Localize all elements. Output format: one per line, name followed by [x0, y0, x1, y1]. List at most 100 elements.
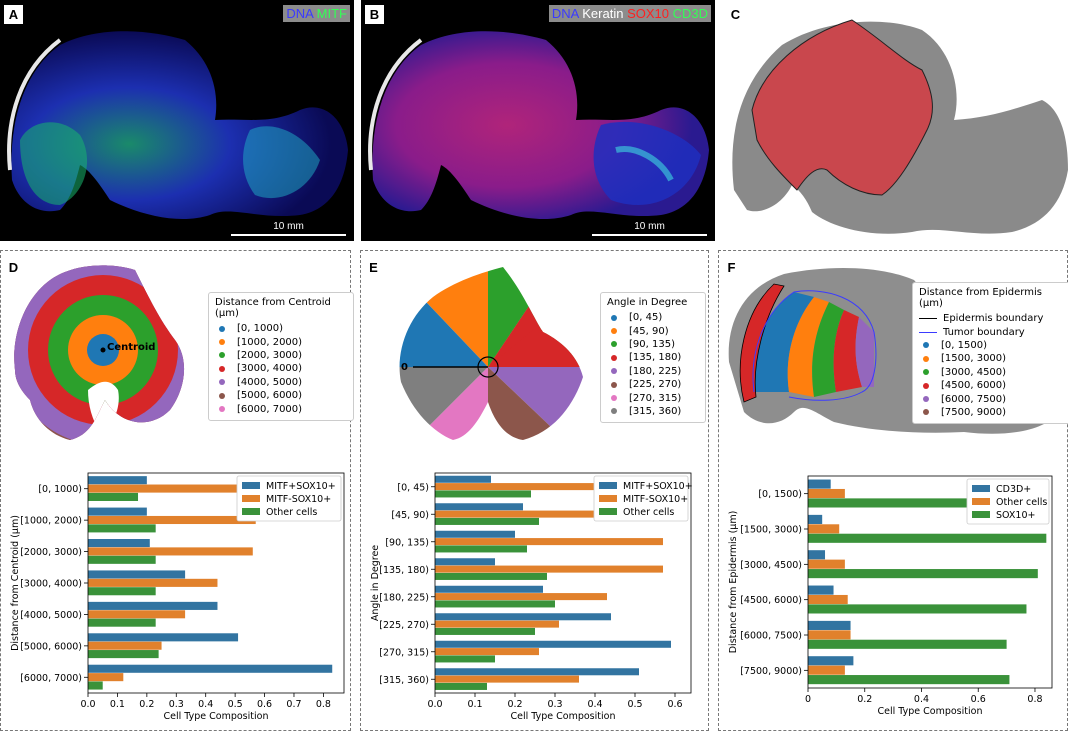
x-tick-label: 0.5	[228, 699, 243, 710]
legend-marker	[219, 325, 225, 332]
bar	[808, 524, 840, 534]
bar	[88, 484, 262, 493]
legend-item: Epidermis boundary	[919, 312, 1065, 325]
y-tick-label: [6000, 7500)	[740, 631, 802, 642]
x-tick-label: 0	[805, 694, 811, 705]
bar	[88, 507, 147, 516]
bar	[88, 476, 147, 485]
x-tick-label: 0.0	[427, 699, 442, 710]
panel-c-tumor-mask	[732, 19, 1068, 234]
legend-marker	[923, 409, 929, 416]
legend-marker	[923, 396, 929, 403]
x-tick-label: 0.8	[1027, 694, 1042, 705]
legend-item: [1500, 3000)	[919, 352, 1065, 365]
legend-label: [1500, 3000)	[941, 353, 1007, 365]
bar	[808, 585, 834, 595]
legend-label: [5000, 6000)	[237, 390, 303, 402]
legend-item: [135, 180)	[607, 351, 699, 364]
bar	[88, 618, 156, 627]
bar	[808, 559, 845, 569]
bar	[808, 550, 826, 560]
legend-label: MITF+SOX10+	[266, 481, 336, 492]
legend-box	[236, 475, 342, 522]
legend-title: Distance from Centroid (μm)	[215, 297, 331, 319]
chart-legend: MITF+SOX10+ MITF-SOX10+ Other cells	[593, 475, 693, 522]
chart-legend: MITF+SOX10+ MITF-SOX10+ Other cells	[236, 475, 342, 522]
legend-label: [6000, 7000)	[237, 403, 303, 415]
legend-label: [90, 135)	[629, 338, 675, 350]
bar	[435, 565, 663, 573]
legend-label: Tumor boundary	[943, 326, 1025, 338]
legend-swatch	[242, 482, 260, 489]
panel-letter-c: C	[726, 5, 745, 24]
legend-label: MITF-SOX10+	[266, 494, 331, 505]
bar	[435, 627, 535, 635]
bar	[88, 673, 124, 682]
legend-marker	[219, 379, 225, 386]
y-tick-label: [3000, 4500)	[740, 560, 802, 571]
bar	[435, 475, 491, 483]
bar	[435, 530, 515, 538]
legend-label: [3000, 4500)	[941, 366, 1007, 378]
x-axis-label: Cell Type Composition	[511, 711, 616, 722]
legend-swatch	[599, 508, 617, 515]
chart-legend: CD3D+ Other cells SOX10+	[966, 478, 1050, 525]
y-tick-label: [270, 315)	[379, 647, 429, 658]
scalebar-label: 10 mm	[273, 221, 304, 232]
y-tick-label: [7500, 9000)	[740, 666, 802, 677]
panel-d-legend: Distance from Centroid (μm) [0, 1000) [10…	[208, 292, 354, 421]
y-tick-label: [90, 135)	[385, 537, 429, 548]
y-tick-label: [180, 225)	[379, 592, 429, 603]
panel-b-tissue	[368, 31, 709, 220]
x-axis-label: Cell Type Composition	[878, 706, 983, 717]
x-tick-label: 0.8	[316, 699, 331, 710]
channel-cd3d: CD3D	[668, 6, 708, 21]
bar	[435, 620, 559, 628]
bar	[88, 524, 156, 533]
bar	[435, 585, 543, 593]
bar	[808, 533, 1047, 543]
y-tick-label: [315, 360)	[379, 675, 429, 686]
channel-dna: DNA	[286, 6, 314, 21]
legend-label: CD3D+	[996, 484, 1031, 495]
legend-label: [7500, 9000)	[941, 406, 1007, 418]
bar	[435, 510, 639, 518]
y-axis-label: Distance from Epidermis (μm)	[728, 511, 739, 654]
bar	[88, 650, 159, 659]
legend-swatch	[972, 485, 990, 492]
plot-frame	[434, 472, 692, 694]
legend-marker	[219, 392, 225, 399]
legend-label: MITF+SOX10+	[623, 481, 693, 492]
bar	[808, 479, 831, 489]
bar	[88, 601, 218, 610]
bar	[435, 613, 611, 621]
bar	[435, 648, 539, 656]
x-tick-label: 0.4	[587, 699, 602, 710]
legend-label: Other cells	[623, 507, 674, 518]
y-tick-label: [0, 45)	[397, 482, 429, 493]
bar	[435, 655, 495, 663]
bar	[435, 640, 671, 648]
legend-label: [180, 225)	[629, 365, 682, 377]
legend-items: [0, 45) [45, 90) [90, 135) [135, 180) [180, …	[607, 311, 699, 418]
legend-marker	[611, 408, 617, 415]
legend-item: [315, 360)	[607, 405, 699, 418]
scalebar-label: 10 mm	[634, 221, 665, 232]
bar	[808, 594, 848, 605]
legend-item: [180, 225)	[607, 365, 699, 378]
legend-marker	[219, 339, 225, 346]
legend-items: [0, 1500) [1500, 3000) [3000, 4500) [4500, …	[919, 339, 1065, 419]
panel-a-tissue	[7, 31, 348, 220]
x-tick-label: 0.2	[857, 694, 872, 705]
x-tick-label: 0.2	[507, 699, 522, 710]
legend-item: [3000, 4000)	[215, 362, 347, 375]
panel-f-legend: Distance from Epidermis (μm) Epidermis b…	[912, 282, 1068, 425]
legend-label: Other cells	[266, 507, 317, 518]
bar	[808, 675, 1010, 685]
legend-item: [6000, 7000)	[215, 402, 347, 415]
legend-item: [7500, 9000)	[919, 406, 1065, 419]
legend-marker	[923, 382, 929, 389]
legend-label: [225, 270)	[629, 379, 682, 391]
legend-lines: Epidermis boundary Tumor boundary	[919, 312, 1065, 339]
bar	[435, 668, 639, 676]
